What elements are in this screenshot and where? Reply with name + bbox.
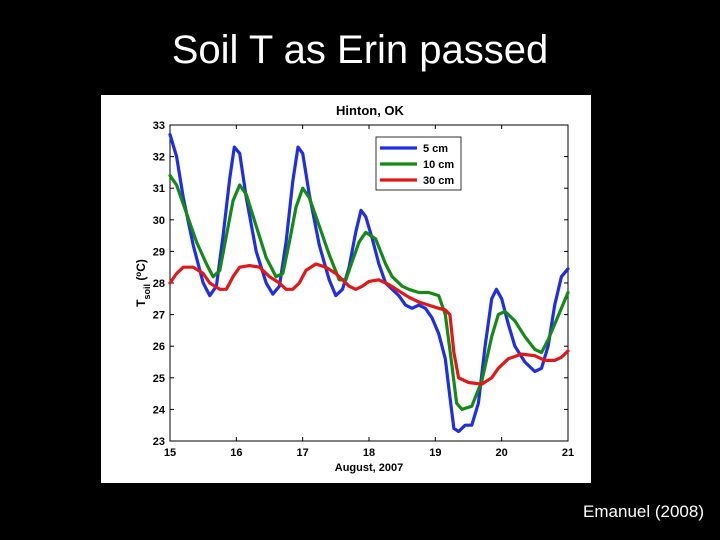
legend-label-5cm: 5 cm bbox=[423, 143, 448, 155]
y-axis-label-units-sup: o bbox=[134, 272, 143, 277]
series-line-5cm bbox=[168, 132, 570, 434]
y-tick-label: 28 bbox=[153, 278, 165, 290]
y-tick-label: 26 bbox=[153, 341, 165, 353]
axis-ticks: 15 16 17 18 19 20 21 23 24 25 26 27 28 29 30 31 32 33 bbox=[153, 120, 574, 459]
y-tick-label: 32 bbox=[153, 152, 165, 164]
y-tick-label: 23 bbox=[153, 436, 165, 448]
x-tick-label: 17 bbox=[297, 447, 309, 459]
series-line-10cm bbox=[168, 174, 570, 411]
slide-title: Soil T as Erin passed bbox=[171, 28, 549, 72]
y-tick-label: 25 bbox=[153, 373, 165, 385]
legend-label-10cm: 10 cm bbox=[423, 159, 454, 171]
y-tick-label: 30 bbox=[153, 215, 165, 227]
y-tick-label: 24 bbox=[153, 404, 166, 416]
y-axis-label-subscript: soil bbox=[142, 284, 152, 300]
x-tick-label: 21 bbox=[562, 447, 574, 459]
y-tick-label: 33 bbox=[153, 120, 165, 132]
legend-label-30cm: 30 cm bbox=[423, 175, 454, 187]
x-tick-label: 19 bbox=[429, 447, 441, 459]
y-axis-label-units-suffix: C) bbox=[134, 259, 148, 272]
y-tick-label: 27 bbox=[153, 310, 165, 322]
chart-panel: Hinton, OK 15 16 17 18 19 20 21 23 24 25 26 27 28 29 3… bbox=[101, 95, 591, 483]
series-lines bbox=[168, 132, 570, 434]
chart-title: Hinton, OK bbox=[336, 103, 404, 118]
legend: 5 cm 10 cm 30 cm bbox=[375, 136, 462, 191]
citation: Emanuel (2008) bbox=[583, 502, 704, 521]
x-tick-label: 18 bbox=[363, 447, 375, 459]
y-tick-label: 29 bbox=[153, 246, 165, 258]
x-tick-label: 20 bbox=[496, 447, 508, 459]
x-tick-label: 16 bbox=[230, 447, 242, 459]
soil-temperature-chart: Hinton, OK 15 16 17 18 19 20 21 23 24 25 26 27 28 29 3… bbox=[134, 103, 575, 474]
series-line-30cm bbox=[168, 262, 570, 386]
y-axis-label-units-prefix: ( bbox=[134, 277, 148, 284]
y-tick-label: 31 bbox=[153, 183, 165, 195]
y-axis-label-main: T bbox=[134, 299, 148, 307]
x-axis-label: August, 2007 bbox=[335, 462, 403, 474]
y-axis-label: Tsoil (oC) bbox=[134, 259, 153, 307]
x-tick-label: 15 bbox=[164, 447, 176, 459]
